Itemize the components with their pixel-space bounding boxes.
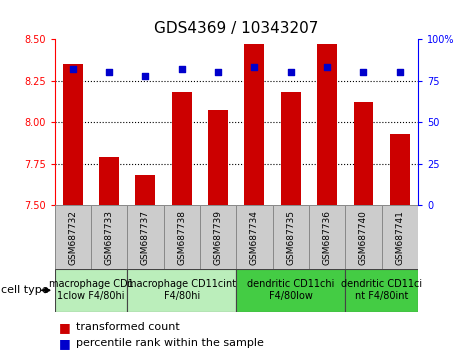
Text: GSM687733: GSM687733 — [104, 210, 114, 265]
Bar — [345, 205, 381, 269]
Text: cell type: cell type — [1, 285, 49, 295]
Text: GSM687737: GSM687737 — [141, 210, 150, 265]
Text: GSM687738: GSM687738 — [177, 210, 186, 265]
Bar — [63, 64, 83, 205]
Bar — [237, 269, 345, 312]
Bar — [208, 110, 228, 205]
Bar — [172, 92, 192, 205]
Point — [105, 69, 113, 75]
Title: GDS4369 / 10343207: GDS4369 / 10343207 — [154, 21, 319, 36]
Bar — [55, 205, 91, 269]
Point — [214, 69, 222, 75]
Text: GSM687741: GSM687741 — [395, 210, 404, 265]
Bar — [245, 44, 265, 205]
Text: GSM687732: GSM687732 — [68, 210, 77, 265]
Point — [178, 66, 186, 72]
Point — [323, 64, 331, 70]
Point — [69, 66, 76, 72]
Bar — [309, 205, 345, 269]
Text: GSM687739: GSM687739 — [214, 210, 223, 265]
Bar — [127, 269, 237, 312]
Bar — [273, 205, 309, 269]
Text: percentile rank within the sample: percentile rank within the sample — [76, 338, 264, 348]
Bar — [99, 157, 119, 205]
Bar — [390, 134, 410, 205]
Bar — [127, 205, 163, 269]
Text: ■: ■ — [59, 337, 71, 350]
Point — [287, 69, 294, 75]
Bar — [91, 205, 127, 269]
Text: GSM687734: GSM687734 — [250, 210, 259, 265]
Bar — [163, 205, 200, 269]
Text: dendritic CD11chi
F4/80low: dendritic CD11chi F4/80low — [247, 279, 334, 301]
Text: macrophage CD1
1clow F4/80hi: macrophage CD1 1clow F4/80hi — [48, 279, 133, 301]
Text: GSM687736: GSM687736 — [323, 210, 332, 265]
Bar — [55, 269, 127, 312]
Point — [251, 64, 258, 70]
Text: dendritic CD11ci
nt F4/80int: dendritic CD11ci nt F4/80int — [341, 279, 422, 301]
Bar — [317, 44, 337, 205]
Text: GSM687735: GSM687735 — [286, 210, 295, 265]
Bar — [237, 205, 273, 269]
Bar — [281, 92, 301, 205]
Point — [360, 69, 367, 75]
Bar — [353, 102, 373, 205]
Text: ■: ■ — [59, 321, 71, 334]
Bar — [381, 205, 418, 269]
Bar — [345, 269, 418, 312]
Text: transformed count: transformed count — [76, 322, 180, 332]
Text: macrophage CD11cint
F4/80hi: macrophage CD11cint F4/80hi — [127, 279, 237, 301]
Point — [396, 69, 404, 75]
Point — [142, 73, 149, 78]
Bar — [200, 205, 237, 269]
Bar — [135, 175, 155, 205]
Text: GSM687740: GSM687740 — [359, 210, 368, 265]
